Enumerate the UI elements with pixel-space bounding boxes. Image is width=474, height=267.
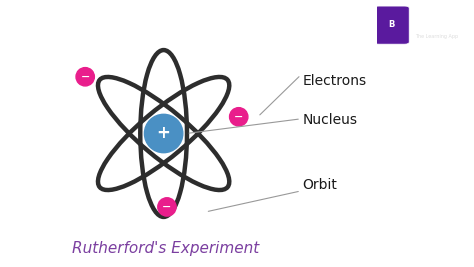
Circle shape <box>158 198 176 216</box>
Text: The Learning App: The Learning App <box>415 34 458 39</box>
Text: Nucleus: Nucleus <box>302 113 357 127</box>
Text: B: B <box>388 20 395 29</box>
Text: Electrons: Electrons <box>302 74 366 88</box>
Text: BYJU'S: BYJU'S <box>420 14 453 23</box>
FancyBboxPatch shape <box>374 6 409 44</box>
Text: −: − <box>234 112 244 122</box>
Text: Rutherford's Experiment: Rutherford's Experiment <box>72 241 260 256</box>
Circle shape <box>76 68 94 86</box>
Text: +: + <box>157 124 171 143</box>
Text: Orbit: Orbit <box>302 178 337 192</box>
Circle shape <box>145 114 183 153</box>
Circle shape <box>229 108 248 126</box>
Text: −: − <box>162 202 172 212</box>
Text: −: − <box>81 72 90 82</box>
